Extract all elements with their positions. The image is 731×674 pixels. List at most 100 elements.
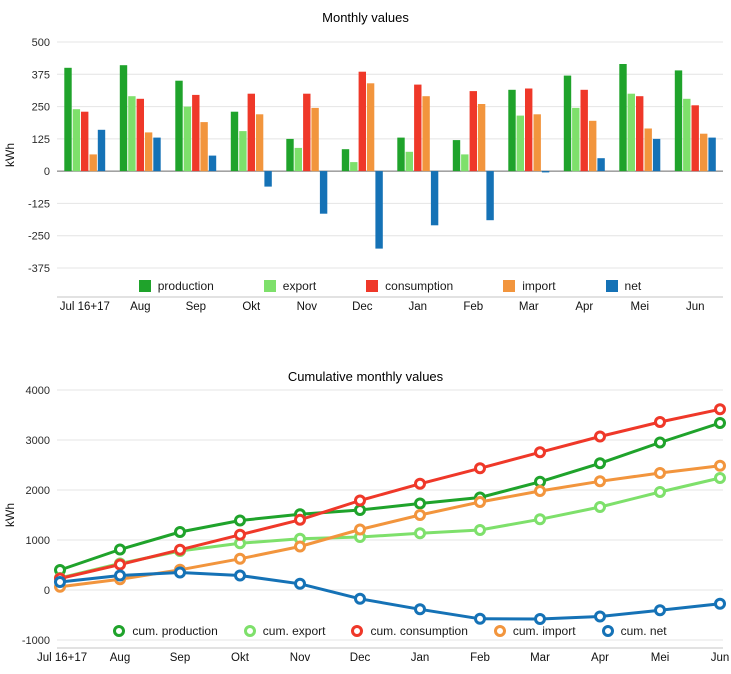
point-cum-consumption (174, 543, 186, 556)
square-swatch-icon (503, 280, 516, 292)
point-cum-net (54, 576, 66, 588)
ring-marker-icon (243, 625, 256, 637)
bar-production (508, 89, 516, 172)
point-cum-production (234, 514, 246, 527)
legend-item-cum-export: cum. export (243, 624, 326, 638)
grid-layer: 500 375 250 125 0 -125 -250 -375 (28, 37, 723, 275)
bar-production (563, 75, 572, 172)
bar-net (319, 171, 328, 214)
bar-net (208, 155, 217, 172)
square-swatch-icon (605, 280, 618, 292)
point-cum-import (534, 485, 546, 497)
point-cum-net (234, 569, 246, 582)
point-cum-export (714, 472, 726, 484)
point-cum-import (474, 496, 486, 508)
bar-net (153, 137, 161, 172)
ring-marker-icon (351, 625, 364, 637)
bar-net (430, 171, 439, 226)
bar-production (64, 67, 72, 172)
x-tick-label: Mar (530, 652, 550, 664)
x-tick-label: Jun (686, 301, 705, 313)
x-tick-label: Okt (242, 301, 261, 313)
bar-import (311, 107, 319, 172)
x-tick-label: Aug (110, 652, 130, 664)
point-cum-net (474, 612, 486, 625)
bar-production (175, 80, 183, 172)
bar-consumption (81, 111, 89, 172)
x-tick-label: Aug (130, 301, 150, 313)
point-cum-production (654, 436, 666, 449)
x-tick-label: Apr (575, 301, 593, 313)
point-cum-production (534, 475, 546, 488)
point-cum-import (354, 523, 366, 536)
square-swatch-icon (138, 280, 151, 292)
point-cum-production (354, 504, 366, 516)
bar-import (422, 96, 430, 172)
point-cum-consumption (294, 513, 306, 526)
point-cum-net (714, 597, 726, 610)
legend-item-cum-consumption: cum. consumption (351, 624, 468, 638)
y-tick-label: 2000 (26, 485, 50, 497)
bar-export (627, 93, 635, 172)
bar-production (619, 64, 627, 172)
bar-export (461, 154, 469, 172)
y-tick-label: 375 (32, 69, 50, 81)
legend-label: import (522, 279, 556, 293)
x-tick-label: Jul 16+17 (60, 301, 110, 313)
legend-item-export: export (263, 279, 316, 293)
cumulative-monthly-values-plot: 4000 3000 2000 1000 0 -1000 Jul 16+17 Aug Sep Okt… (3, 385, 729, 664)
bar-production (286, 138, 294, 172)
bar-consumption (303, 93, 311, 172)
bar-production (119, 65, 128, 172)
point-cum-net (534, 613, 546, 625)
y-tick-label: 250 (32, 102, 50, 114)
bar-consumption (414, 84, 422, 172)
y-axis-title: kWh (3, 503, 17, 527)
point-cum-consumption (414, 477, 426, 490)
monthly-values-plot: 500 375 250 125 0 -125 -250 -375 Jul 16+17 Aug Sep… (3, 37, 723, 313)
bar-consumption (136, 98, 144, 172)
bar-export (405, 151, 413, 172)
bar-net (486, 171, 494, 221)
point-cum-production (594, 457, 606, 470)
bar-net (597, 158, 605, 172)
x-tick-label: Mar (519, 301, 539, 313)
legend-label: cum. net (620, 624, 667, 638)
bar-consumption (358, 71, 366, 172)
chart-title: Cumulative monthly values (287, 369, 444, 384)
legend-item-cum-net: cum. net (601, 624, 667, 638)
bar-export (294, 147, 302, 172)
x-tick-label: Nov (290, 652, 311, 664)
bar-import (255, 114, 264, 172)
bar-export (183, 106, 192, 172)
point-cum-net (294, 577, 306, 590)
bar-import (366, 83, 375, 172)
point-cum-net (414, 603, 426, 616)
point-cum-consumption (234, 528, 246, 541)
x-tick-label: Jul 16+17 (37, 652, 87, 664)
ring-marker-icon (601, 625, 614, 637)
point-cum-export (474, 524, 486, 536)
legend-label: cum. consumption (370, 624, 468, 638)
bar-net (264, 171, 272, 187)
point-cum-net (174, 566, 186, 579)
point-cum-net (354, 592, 366, 605)
legend-item-cum-production: cum. production (113, 624, 218, 638)
point-cum-export (534, 513, 546, 526)
bar-consumption (247, 93, 255, 172)
legend-label: consumption (385, 279, 454, 293)
bar-import (644, 128, 652, 172)
bar-export (128, 96, 136, 172)
x-tick-label: Feb (463, 301, 483, 313)
legend-item-import: import (503, 279, 556, 293)
legend-item-consumption: consumption (366, 279, 453, 293)
grid-layer: 4000 3000 2000 1000 0 -1000 (22, 385, 723, 647)
bar-consumption (525, 88, 533, 172)
square-swatch-icon (263, 280, 276, 292)
bar-export (239, 131, 247, 172)
legend-label: cum. export (262, 624, 326, 638)
y-tick-label: 0 (44, 585, 50, 597)
x-tick-label: Mei (631, 301, 650, 313)
point-cum-import (414, 509, 426, 521)
point-cum-import (654, 467, 666, 479)
